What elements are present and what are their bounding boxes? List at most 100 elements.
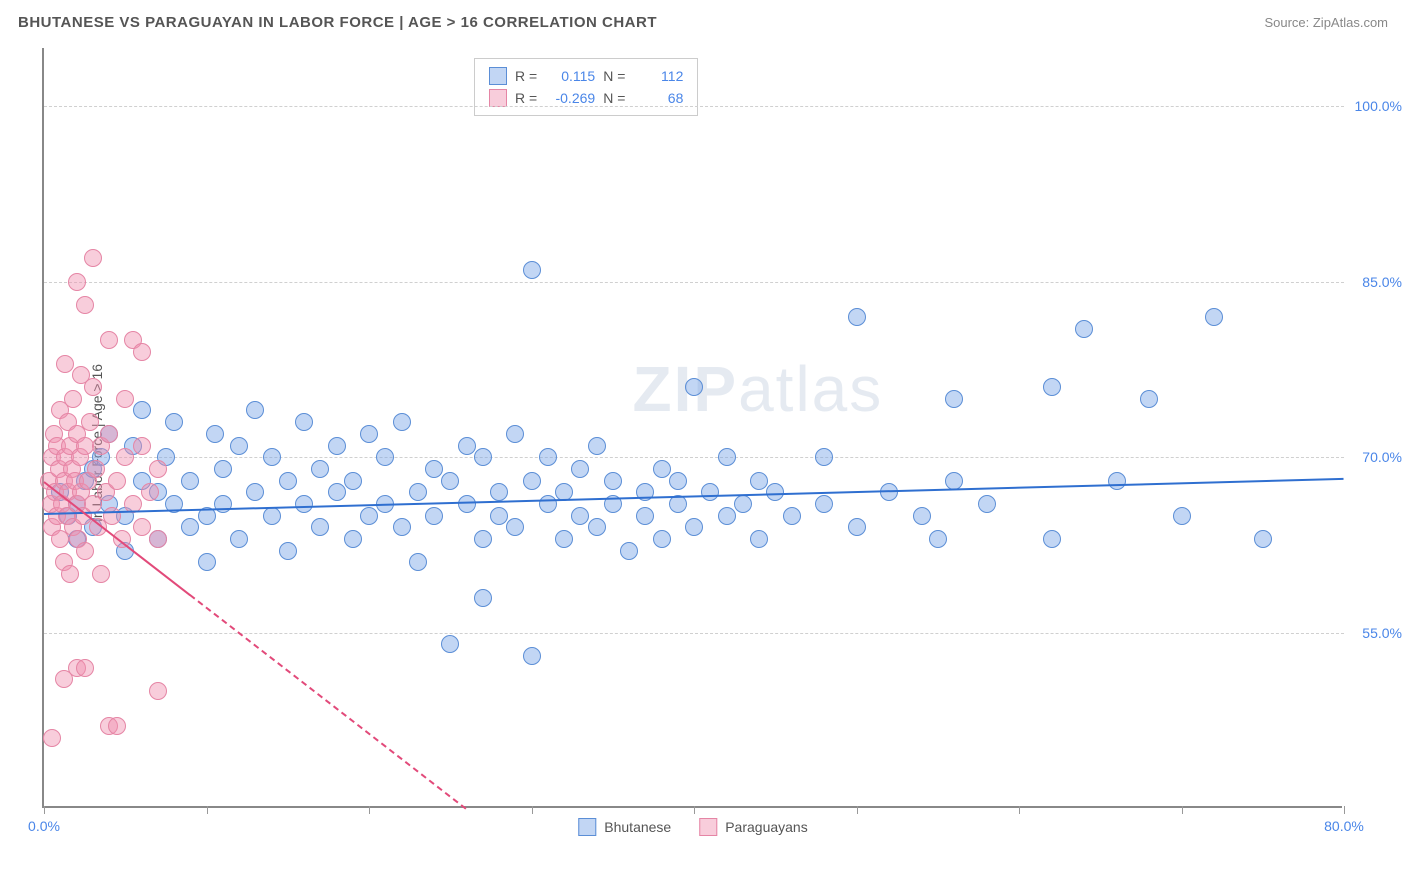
- data-point: [76, 296, 94, 314]
- ytick-label: 100.0%: [1347, 98, 1402, 114]
- data-point: [409, 483, 427, 501]
- xtick: [1019, 806, 1020, 814]
- data-point: [588, 437, 606, 455]
- data-point: [393, 518, 411, 536]
- data-point: [1205, 308, 1223, 326]
- data-point: [653, 530, 671, 548]
- data-point: [685, 378, 703, 396]
- xtick: [1344, 806, 1345, 814]
- xtick-label: 0.0%: [28, 818, 60, 834]
- data-point: [409, 553, 427, 571]
- data-point: [718, 507, 736, 525]
- data-point: [295, 413, 313, 431]
- data-point: [344, 530, 362, 548]
- swatch-legend-a: [578, 818, 596, 836]
- swatch-series-b: [489, 89, 507, 107]
- data-point: [328, 483, 346, 501]
- xtick: [857, 806, 858, 814]
- trend-line: [44, 478, 1344, 515]
- data-point: [246, 483, 264, 501]
- data-point: [376, 448, 394, 466]
- xtick: [694, 806, 695, 814]
- chart-title: BHUTANESE VS PARAGUAYAN IN LABOR FORCE |…: [18, 14, 657, 31]
- data-point: [441, 472, 459, 490]
- data-point: [165, 413, 183, 431]
- data-point: [263, 507, 281, 525]
- data-point: [149, 682, 167, 700]
- legend-bottom: Bhutanese Paraguayans: [578, 818, 807, 836]
- data-point: [311, 518, 329, 536]
- data-point: [133, 343, 151, 361]
- gridline: [44, 457, 1344, 458]
- data-point: [279, 542, 297, 560]
- data-point: [1108, 472, 1126, 490]
- data-point: [425, 507, 443, 525]
- data-point: [539, 448, 557, 466]
- data-point: [133, 401, 151, 419]
- chart-container: In Labor Force | Age > 16 ZIPatlas R = 0…: [42, 48, 1382, 838]
- data-point: [1075, 320, 1093, 338]
- data-point: [43, 729, 61, 747]
- data-point: [718, 448, 736, 466]
- data-point: [425, 460, 443, 478]
- data-point: [750, 472, 768, 490]
- data-point: [133, 437, 151, 455]
- trend-line: [190, 594, 467, 810]
- data-point: [100, 425, 118, 443]
- data-point: [1140, 390, 1158, 408]
- data-point: [848, 518, 866, 536]
- data-point: [116, 390, 134, 408]
- data-point: [246, 401, 264, 419]
- data-point: [279, 472, 297, 490]
- data-point: [653, 460, 671, 478]
- data-point: [506, 425, 524, 443]
- data-point: [92, 565, 110, 583]
- data-point: [913, 507, 931, 525]
- swatch-series-a: [489, 67, 507, 85]
- data-point: [571, 460, 589, 478]
- data-point: [214, 460, 232, 478]
- data-point: [230, 437, 248, 455]
- data-point: [311, 460, 329, 478]
- data-point: [149, 530, 167, 548]
- data-point: [685, 518, 703, 536]
- data-point: [945, 472, 963, 490]
- data-point: [133, 518, 151, 536]
- data-point: [539, 495, 557, 513]
- data-point: [295, 495, 313, 513]
- xtick-label: 80.0%: [1324, 818, 1364, 834]
- data-point: [474, 589, 492, 607]
- data-point: [198, 553, 216, 571]
- data-point: [61, 565, 79, 583]
- data-point: [206, 425, 224, 443]
- data-point: [523, 472, 541, 490]
- data-point: [1173, 507, 1191, 525]
- data-point: [815, 495, 833, 513]
- ytick-label: 55.0%: [1347, 625, 1402, 641]
- data-point: [328, 437, 346, 455]
- data-point: [393, 413, 411, 431]
- xtick: [1182, 806, 1183, 814]
- stats-row-series-a: R = 0.115 N = 112: [489, 65, 683, 87]
- data-point: [848, 308, 866, 326]
- data-point: [474, 448, 492, 466]
- data-point: [523, 261, 541, 279]
- xtick: [369, 806, 370, 814]
- data-point: [701, 483, 719, 501]
- data-point: [636, 507, 654, 525]
- data-point: [81, 413, 99, 431]
- plot-area: ZIPatlas R = 0.115 N = 112 R = -0.269 N …: [42, 48, 1342, 808]
- data-point: [84, 249, 102, 267]
- data-point: [360, 507, 378, 525]
- data-point: [149, 460, 167, 478]
- data-point: [230, 530, 248, 548]
- r-value-b: -0.269: [545, 90, 595, 106]
- source-credit: Source: ZipAtlas.com: [1264, 15, 1388, 30]
- data-point: [783, 507, 801, 525]
- n-value-a: 112: [633, 68, 683, 84]
- data-point: [929, 530, 947, 548]
- data-point: [181, 518, 199, 536]
- xtick: [532, 806, 533, 814]
- data-point: [750, 530, 768, 548]
- data-point: [523, 647, 541, 665]
